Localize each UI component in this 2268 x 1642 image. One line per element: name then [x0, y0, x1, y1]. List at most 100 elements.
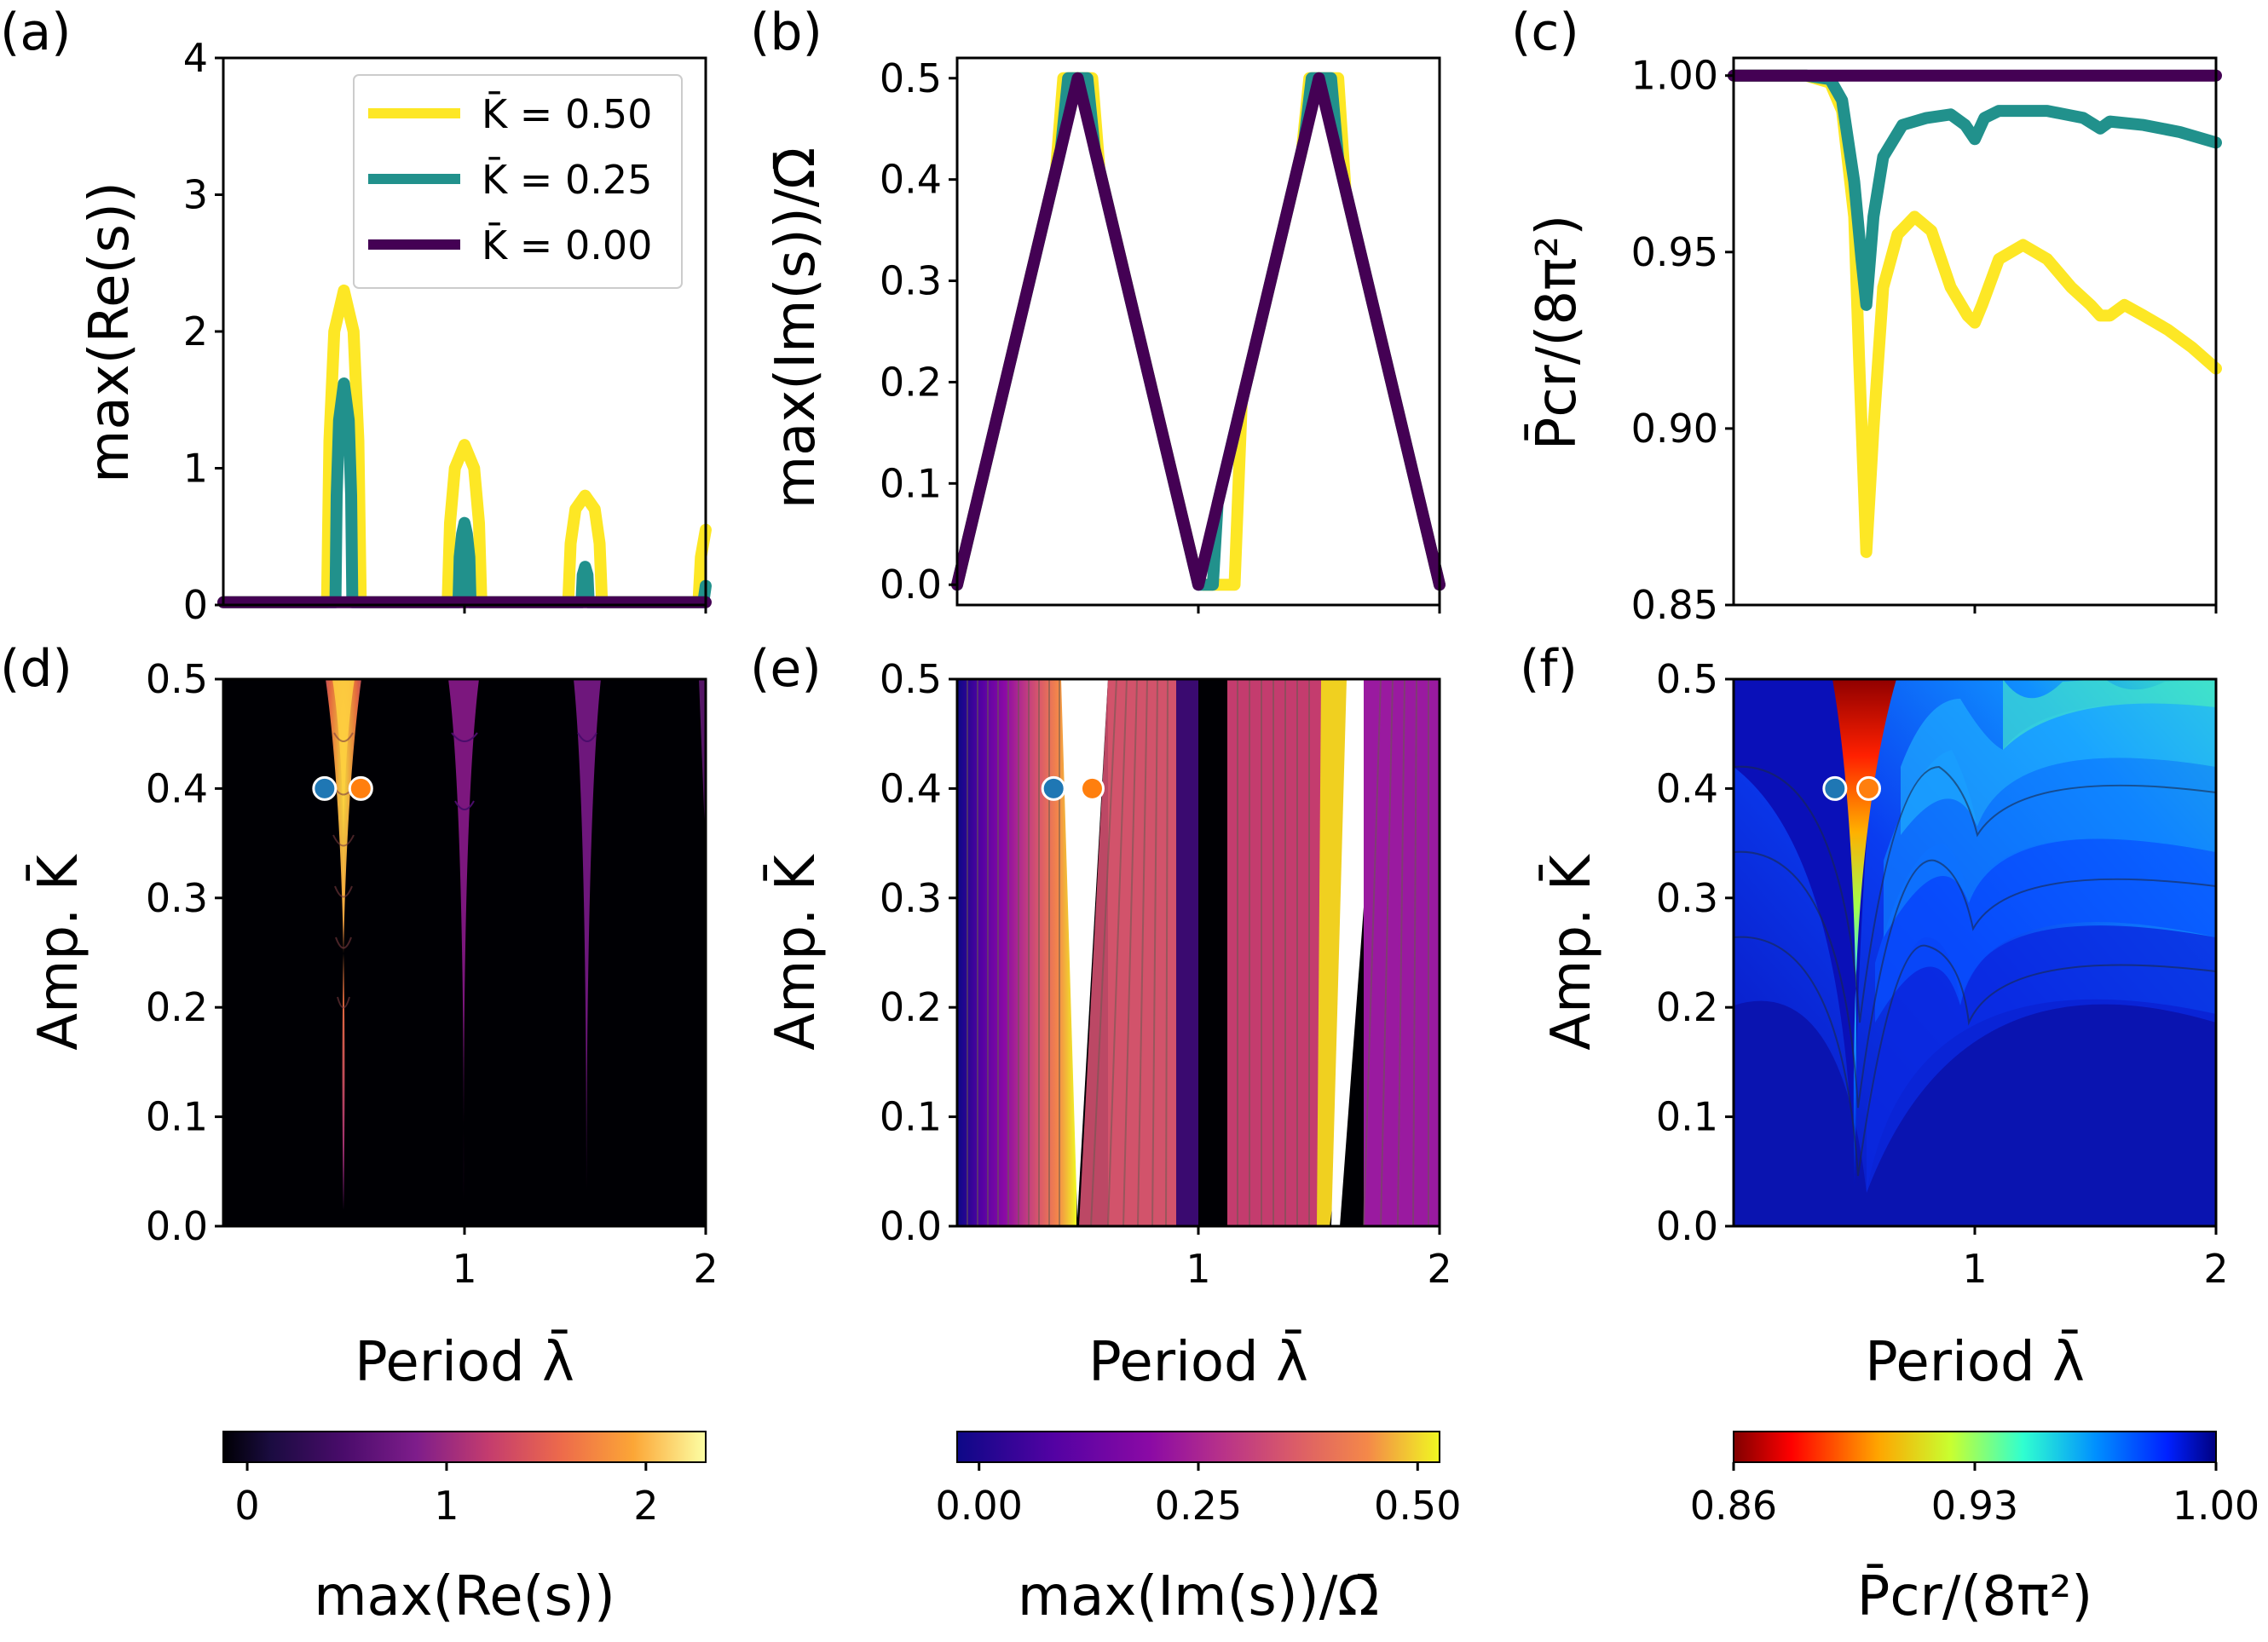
panel-c-label: (c) [1511, 3, 1579, 62]
colorbar-tick-label: 1.00 [2173, 1483, 2259, 1529]
marker-point-blue [1041, 775, 1066, 801]
panel-f-ylabel: Amp. K̄ [1538, 853, 1603, 1050]
ytick-label: 1.00 [1631, 53, 1718, 99]
marker-point-orange [348, 775, 373, 801]
colorbar-tick-label: 2 [633, 1483, 658, 1529]
ytick-label: 0.3 [146, 875, 208, 921]
ytick-label: 0.3 [880, 875, 942, 921]
xtick-label: 1 [1186, 1246, 1210, 1292]
ytick-label: 0.85 [1631, 582, 1718, 628]
panel-a: (a) max(Re(s)) 0 1 2 3 4 K̄ = 0.50 K̄ = 0.25… [0, 3, 712, 628]
ytick-label: 1 [183, 446, 208, 492]
panel-e-label: (e) [750, 639, 822, 699]
xtick-label: 2 [1427, 1246, 1451, 1292]
xtick-label: 2 [2203, 1246, 2228, 1292]
ytick-label: 0.1 [880, 460, 942, 506]
panel-e-heatmap [957, 679, 1440, 1226]
ytick-label: 0.1 [880, 1094, 942, 1140]
series-line-c-0 [1728, 69, 2222, 558]
panel-b-yticks: 0.0 0.1 0.2 0.3 0.4 0.5 [880, 55, 957, 608]
marker-point-blue [312, 775, 338, 801]
colorbar-tick-label: 0.25 [1155, 1483, 1242, 1529]
panel-f-label: (f) [1520, 639, 1578, 699]
panel-a-legend: K̄ = 0.50 K̄ = 0.25 K̄ = 0.00 [353, 74, 683, 289]
series-line-b-1 [951, 72, 1446, 591]
panel-b-frame [955, 56, 1441, 607]
panel-f-heatmap [1734, 679, 2216, 1226]
series-line-b-0 [951, 72, 1446, 591]
panel-c-series [1728, 69, 2222, 558]
ytick-label: 0.0 [880, 1203, 942, 1249]
panel-a-label: (a) [0, 3, 72, 62]
ytick-label: 0.0 [880, 562, 942, 608]
ytick-label: 0.4 [146, 765, 208, 811]
xtick-label: 1 [1962, 1246, 1987, 1292]
ytick-label: 0.5 [880, 55, 942, 101]
series-line-c-1 [1728, 69, 2222, 311]
colorbar-d: 0 1 2 max(Re(s)) [222, 1431, 707, 1628]
legend-entry-1: K̄ = 0.50 [482, 91, 652, 137]
colorbar-f-label: P̄cr/(8π²) [1857, 1564, 2093, 1628]
ytick-label: 0.4 [1656, 765, 1718, 811]
ytick-label: 0.95 [1631, 229, 1718, 275]
colorbar-tick-label: 0 [234, 1483, 259, 1529]
panel-c: (c) P̄cr/(8π²) 0.85 0.90 0.95 1.00 [1511, 3, 2222, 628]
ytick-label: 0.90 [1631, 406, 1718, 452]
ytick-label: 0.2 [146, 984, 208, 1030]
colorbar-tick-label: 1 [434, 1483, 459, 1529]
colorbar-tick-label: 0.50 [1374, 1483, 1461, 1529]
ytick-label: 0 [183, 582, 208, 628]
ytick-label: 0.3 [1656, 875, 1718, 921]
panel-d-label: (d) [0, 639, 72, 699]
xtick-label: 1 [452, 1246, 476, 1292]
colorbar-f-bar [1733, 1431, 2217, 1463]
colorbar-f-ticks: 0.86 0.93 1.00 [1690, 1462, 2259, 1529]
panel-a-ylabel: max(Re(s)) [78, 181, 141, 483]
ytick-label: 0.1 [1656, 1094, 1718, 1140]
panel-e-points [1041, 775, 1105, 801]
panel-d-yticks: 0.0 0.1 0.2 0.3 0.4 0.5 [146, 656, 223, 1249]
panel-f-yticks: 0.0 0.1 0.2 0.3 0.4 0.5 [1656, 656, 1734, 1249]
ytick-label: 0.2 [880, 359, 942, 405]
ytick-label: 0.4 [880, 765, 942, 811]
colorbar-e-label: max(Im(s))/Ω̄ [1018, 1565, 1379, 1628]
panel-f-points [1822, 775, 1881, 801]
legend-entry-3: K̄ = 0.00 [482, 222, 652, 268]
ytick-label: 0.1 [146, 1094, 208, 1140]
panel-d-points [312, 775, 373, 801]
panel-e-yticks: 0.0 0.1 0.2 0.3 0.4 0.5 [880, 656, 957, 1249]
colorbar-e-bar [956, 1431, 1440, 1463]
legend-entry-2: K̄ = 0.25 [482, 157, 652, 203]
panel-b-label: (b) [750, 3, 822, 62]
legend-box [353, 74, 683, 289]
panel-a-series [217, 284, 712, 608]
panel-d-heatmap [223, 679, 706, 1226]
panel-b-series [951, 72, 1446, 591]
series-line-a-0 [217, 284, 712, 608]
ytick-label: 0.2 [1656, 984, 1718, 1030]
ytick-label: 0.5 [880, 656, 942, 702]
panel-d-ylabel: Amp. K̄ [26, 853, 90, 1050]
ytick-label: 0.4 [880, 157, 942, 203]
panel-f-xlabel: Period λ̄ [1865, 1329, 2085, 1394]
ytick-label: 0.5 [146, 656, 208, 702]
panel-e-ylabel: Amp. K̄ [763, 853, 828, 1050]
ytick-label: 0.0 [146, 1203, 208, 1249]
colorbar-e-ticks: 0.00 0.25 0.50 [936, 1462, 1461, 1529]
colorbar-d-label: max(Re(s)) [314, 1565, 615, 1628]
ytick-label: 0.2 [880, 984, 942, 1030]
colorbar-d-ticks: 0 1 2 [234, 1462, 658, 1529]
marker-point-blue [1822, 775, 1848, 801]
colorbar-d-bar [222, 1431, 707, 1463]
panel-e-xlabel: Period λ̄ [1088, 1329, 1308, 1394]
panel-b-ylabel: max(Im(s))/Ω̄ [765, 147, 828, 509]
marker-point-orange [1079, 775, 1105, 801]
colorbar-tick-label: 0.00 [936, 1483, 1023, 1529]
series-line-a-1 [217, 377, 712, 608]
